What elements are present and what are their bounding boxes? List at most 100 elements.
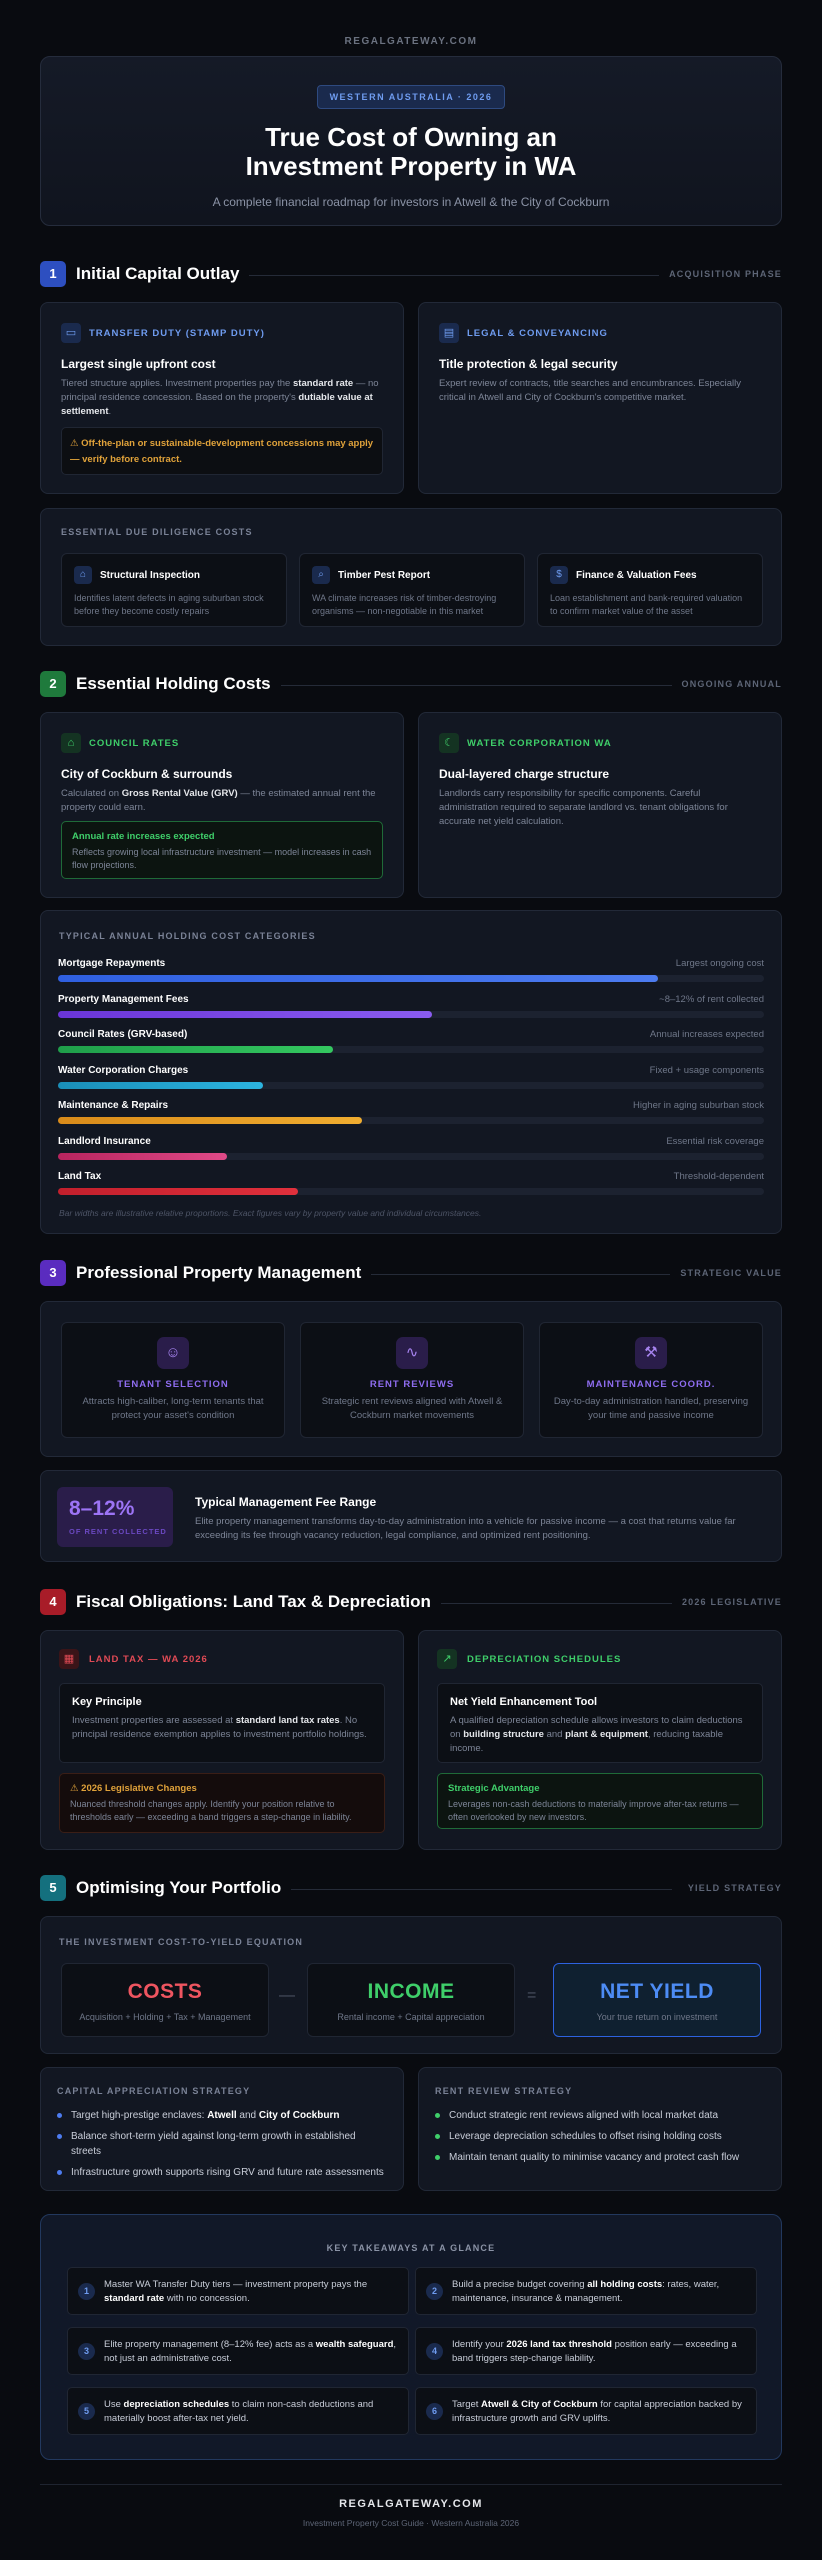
note-text: Leverages non-cash deductions to materia… [448, 1799, 739, 1822]
hero-badge: WESTERN AUSTRALIA · 2026 [316, 85, 506, 109]
takeaway-item: 1 Master WA Transfer Duty tiers — invest… [67, 2267, 409, 2315]
takeaway-number: 6 [426, 2403, 443, 2420]
mini-text: WA climate increases risk of timber-dest… [312, 593, 497, 616]
card-heading: City of Cockburn & surrounds [61, 767, 233, 781]
card-label: CAPITAL APPRECIATION STRATEGY [57, 2086, 251, 2096]
section-tag: ONGOING ANNUAL [671, 679, 782, 689]
list-item: Maintain tenant quality to minimise vaca… [435, 2150, 765, 2165]
takeaway-item: 4 Identify your 2026 land tax threshold … [415, 2327, 757, 2375]
eq-income: INCOME [367, 1980, 455, 2003]
pm-text: Strategic rent reviews aligned with Atwe… [321, 1396, 503, 1421]
mini-text: Loan establishment and bank-required val… [550, 593, 743, 616]
pm-title: RENT REVIEWS [369, 1379, 455, 1390]
panel-label: THE INVESTMENT COST-TO-YIELD EQUATION [59, 1937, 304, 1947]
section-title: Fiscal Obligations: Land Tax & Depreciat… [76, 1592, 441, 1612]
card-text: Tiered structure applies. Investment pro… [61, 378, 379, 417]
bar-label: Maintenance & Repairs [58, 1100, 169, 1111]
section-4-header: 4 Fiscal Obligations: Land Tax & Depreci… [40, 1589, 782, 1617]
transfer-duty-card: ▭ TRANSFER DUTY (STAMP DUTY) Largest sin… [40, 302, 404, 494]
rent-review-card: RENT REVIEW STRATEGY Conduct strategic r… [418, 2067, 782, 2191]
panel-label: ESSENTIAL DUE DILIGENCE COSTS [61, 527, 253, 537]
bar-row: Water Corporation Charges Fixed + usage c… [58, 1065, 764, 1095]
mini-title: Structural Inspection [100, 570, 201, 581]
income-box: INCOME Rental income + Capital appreciat… [307, 1963, 515, 2037]
bar-note: Higher in aging suburban stock [633, 1100, 764, 1111]
bar-track [58, 1188, 764, 1195]
dollar-icon: $ [550, 566, 568, 584]
mini-title: Finance & Valuation Fees [576, 570, 697, 581]
list-item: Conduct strategic rent reviews aligned w… [435, 2108, 765, 2123]
bar-row: Council Rates (GRV-based) Annual increase… [58, 1029, 764, 1059]
section-5-header: 5 Optimising Your Portfolio YIELD STRATE… [40, 1875, 782, 1903]
note-title: Annual rate increases expected [72, 831, 215, 842]
tenant-selection-card: ☺ TENANT SELECTION Attracts high-caliber… [61, 1322, 285, 1438]
note-title: Strategic Advantage [448, 1783, 540, 1794]
finance-valuation-card: $ Finance & Valuation Fees Loan establis… [537, 553, 763, 627]
due-diligence-panel: ESSENTIAL DUE DILIGENCE COSTS ⌂ Structur… [40, 508, 782, 646]
pm-text: Attracts high-caliber, long-term tenants… [82, 1396, 264, 1421]
takeaway-text: Master WA Transfer Duty tiers — investme… [104, 2279, 368, 2304]
capital-list: Target high-prestige enclaves: Atwell an… [57, 2108, 387, 2186]
section-divider [76, 275, 672, 276]
section-number: 5 [40, 1875, 66, 1901]
document-icon: ▤ [439, 323, 459, 343]
management-fee-card: 8–12% OF RENT COLLECTED Typical Manageme… [40, 1470, 782, 1562]
card-label: RENT REVIEW STRATEGY [435, 2086, 573, 2096]
fee-heading: Typical Management Fee Range [195, 1495, 377, 1509]
panel-label: TYPICAL ANNUAL HOLDING COST CATEGORIES [59, 931, 316, 941]
house-icon: ⌂ [74, 566, 92, 584]
fee-percent: 8–12% [69, 1497, 135, 1520]
list-item: Balance short-term yield against long-te… [57, 2129, 387, 2159]
bar-label: Mortgage Repayments [58, 958, 166, 969]
card-label: COUNCIL RATES [89, 738, 180, 749]
box-heading: Key Principle [72, 1696, 142, 1708]
pulse-icon: ∿ [396, 1337, 428, 1369]
takeaway-text: Identify your 2026 land tax threshold po… [452, 2339, 737, 2364]
bar-track [58, 1081, 764, 1089]
note-title: ⚠ 2026 Legislative Changes [70, 1783, 197, 1794]
bar-fill [58, 975, 659, 982]
takeaway-number: 5 [78, 2403, 95, 2420]
card-label: LEGAL & CONVEYANCING [467, 328, 608, 339]
bar-note: ~8–12% of rent collected [659, 993, 764, 1005]
bar-label: Land Tax [58, 1171, 102, 1182]
section-tag: ACQUISITION PHASE [659, 269, 782, 279]
bar-fill [58, 1010, 433, 1018]
legislative-changes-note: ⚠ 2026 Legislative Changes Nuanced thres… [59, 1773, 385, 1833]
card-heading: Largest single upfront cost [61, 357, 216, 371]
takeaway-item: 5 Use depreciation schedules to claim no… [67, 2387, 409, 2435]
bar-row: Landlord Insurance Essential risk coverag… [58, 1136, 764, 1166]
minus-sign: — [279, 1987, 295, 2004]
list-item: Leverage depreciation schedules to offse… [435, 2129, 765, 2144]
water-corporation-card: ☾ WATER CORPORATION WA Dual-layered char… [418, 712, 782, 898]
section-title: Professional Property Management [76, 1263, 372, 1283]
yield-equation-panel: THE INVESTMENT COST-TO-YIELD EQUATION CO… [40, 1916, 782, 2054]
pm-text: Day-to-day administration handled, prese… [553, 1396, 749, 1421]
concession-note: ⚠ Off-the-plan or sustainable-developmen… [61, 427, 383, 475]
section-2-header: 2 Essential Holding Costs ONGOING ANNUAL [40, 671, 782, 699]
section-tag: 2026 LEGISLATIVE [671, 1597, 782, 1607]
section-divider [76, 1889, 672, 1890]
card-heading: Dual-layered charge structure [439, 767, 610, 781]
card-text: Calculated on Gross Rental Value (GRV) —… [61, 788, 376, 813]
bar-fill [58, 1046, 334, 1053]
footer-brand[interactable]: REGALGATEWAY.COM [339, 2498, 483, 2510]
eq-net-yield: NET YIELD [600, 1980, 714, 2003]
bar-track [58, 1152, 764, 1160]
section-number: 3 [40, 1260, 66, 1286]
section-number: 1 [40, 261, 66, 287]
holding-costs-panel: TYPICAL ANNUAL HOLDING COST CATEGORIES B… [40, 910, 782, 1234]
rent-list: Conduct strategic rent reviews aligned w… [435, 2108, 765, 2171]
section-title: Optimising Your Portfolio [76, 1878, 292, 1898]
card-label: DEPRECIATION SCHEDULES [467, 1654, 622, 1665]
bar-row: Maintenance & Repairs Higher in aging sub… [58, 1100, 764, 1130]
section-number: 2 [40, 671, 66, 697]
card-label: LAND TAX — WA 2026 [89, 1654, 208, 1665]
footer-divider [40, 2484, 782, 2485]
bar-track [58, 1117, 764, 1124]
pm-title: MAINTENANCE COORD. [586, 1379, 716, 1390]
bar-note: Largest ongoing cost [675, 958, 764, 969]
footer-subtitle: Investment Property Cost Guide · Western… [302, 2518, 520, 2528]
house-icon: ⌂ [61, 733, 81, 753]
top-brand[interactable]: REGALGATEWAY.COM [344, 36, 478, 47]
